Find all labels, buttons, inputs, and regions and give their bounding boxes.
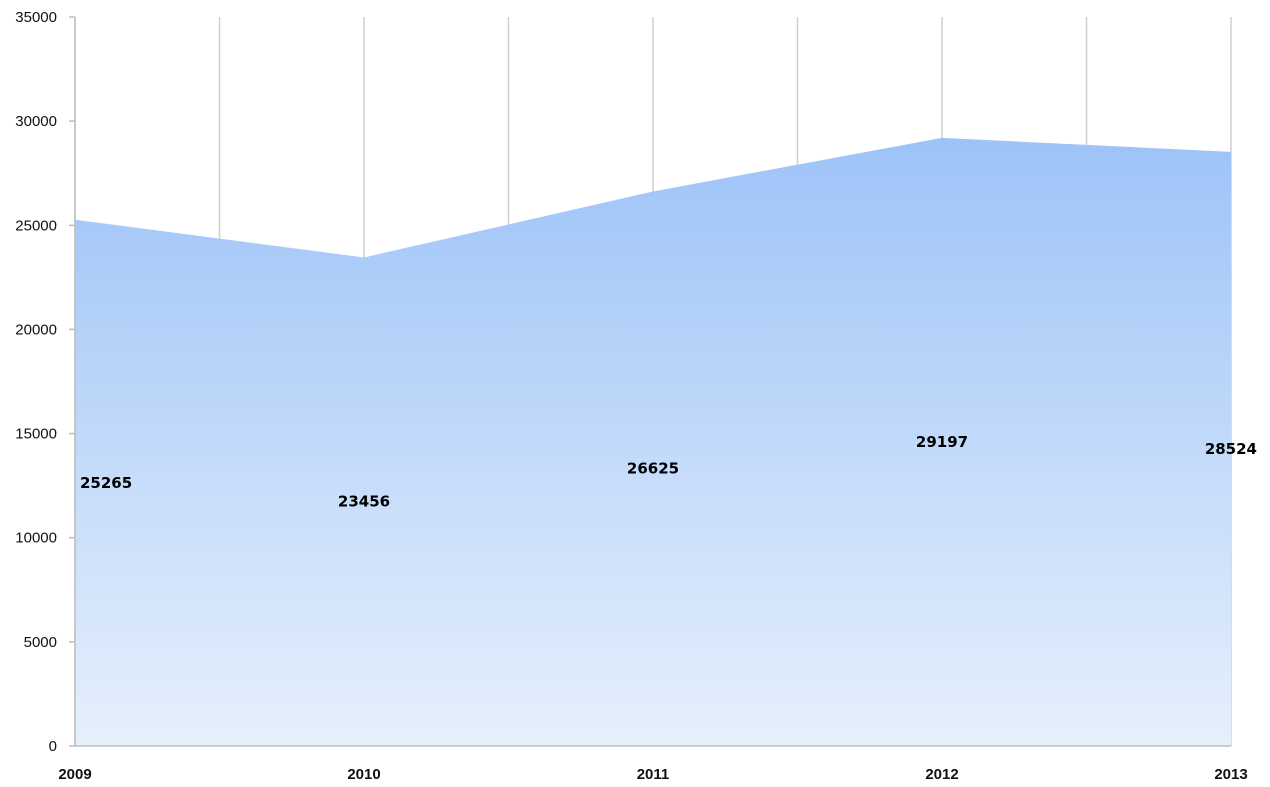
x-axis-ticks: 2009 2010 2011 2012 2013 <box>58 766 1247 783</box>
y-tick-label: 5000 <box>24 634 57 651</box>
y-tick-label: 0 <box>49 738 57 755</box>
area-series <box>75 137 1231 747</box>
x-tick-label: 2009 <box>58 766 91 783</box>
data-label: 23456 <box>338 493 390 511</box>
data-label: 29197 <box>916 433 968 451</box>
y-axis-ticks: 0 5000 10000 15000 20000 25000 30000 35000 <box>15 9 75 755</box>
x-tick-label: 2012 <box>925 766 958 783</box>
data-label: 28524 <box>1205 440 1257 458</box>
y-tick-label: 20000 <box>15 321 57 338</box>
y-tick-label: 15000 <box>15 426 57 443</box>
data-labels: 25265 23456 26625 29197 28524 <box>80 433 1257 511</box>
y-tick-label: 35000 <box>15 9 57 26</box>
y-tick-label: 30000 <box>15 113 57 130</box>
data-label: 25265 <box>80 474 132 492</box>
y-tick-label: 10000 <box>15 530 57 547</box>
y-tick-label: 25000 <box>15 217 57 234</box>
x-tick-label: 2011 <box>637 766 670 783</box>
x-tick-label: 2013 <box>1214 766 1247 783</box>
x-tick-label: 2010 <box>347 766 380 783</box>
axes <box>74 17 1231 747</box>
data-label: 26625 <box>627 460 679 478</box>
area-fill <box>75 137 1231 747</box>
